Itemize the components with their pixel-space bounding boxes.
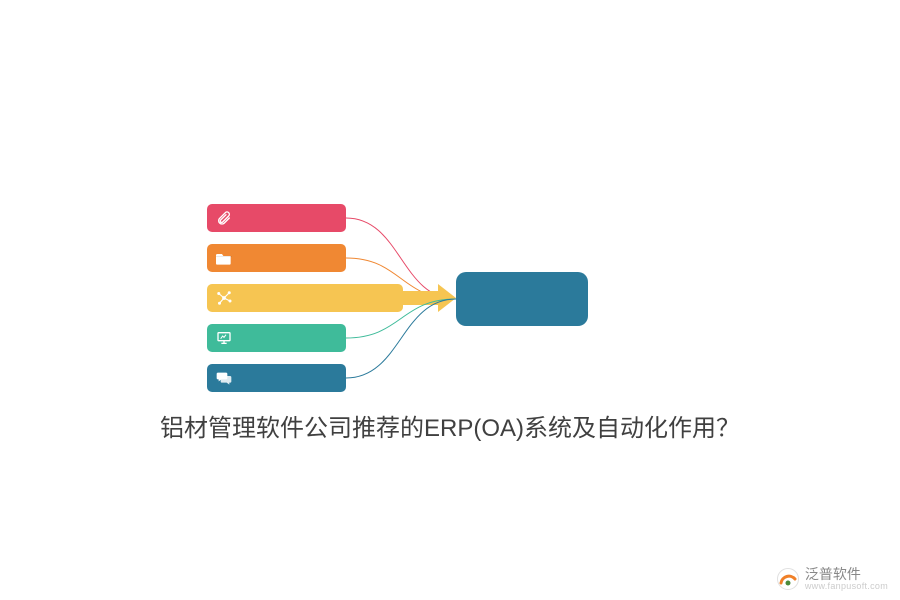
connector-layer (0, 0, 900, 600)
target-node (456, 272, 588, 326)
network-icon (207, 284, 241, 312)
watermark-sub: www.fanpusoft.com (805, 582, 888, 592)
watermark-text: 泛普软件 www.fanpusoft.com (805, 567, 888, 592)
source-bar (207, 244, 346, 272)
caption-text: 铝材管理软件公司推荐的ERP(OA)系统及自动化作用？ (160, 415, 740, 442)
source-bar (207, 324, 346, 352)
watermark-main: 泛普软件 (805, 567, 888, 582)
chat-icon (207, 364, 241, 392)
source-bar (207, 284, 403, 312)
source-bar (207, 364, 346, 392)
folder-icon (207, 244, 241, 272)
source-bar (207, 204, 346, 232)
watermark: 泛普软件 www.fanpusoft.com (777, 567, 888, 592)
paperclip-icon (207, 204, 241, 232)
flow-diagram: 铝材管理软件公司推荐的ERP(OA)系统及自动化作用？ 泛普软件 www.fan… (0, 0, 900, 600)
diagram-caption: 铝材管理软件公司推荐的ERP(OA)系统及自动化作用？ (0, 408, 900, 443)
watermark-logo-icon (777, 568, 799, 590)
screen-icon (207, 324, 241, 352)
